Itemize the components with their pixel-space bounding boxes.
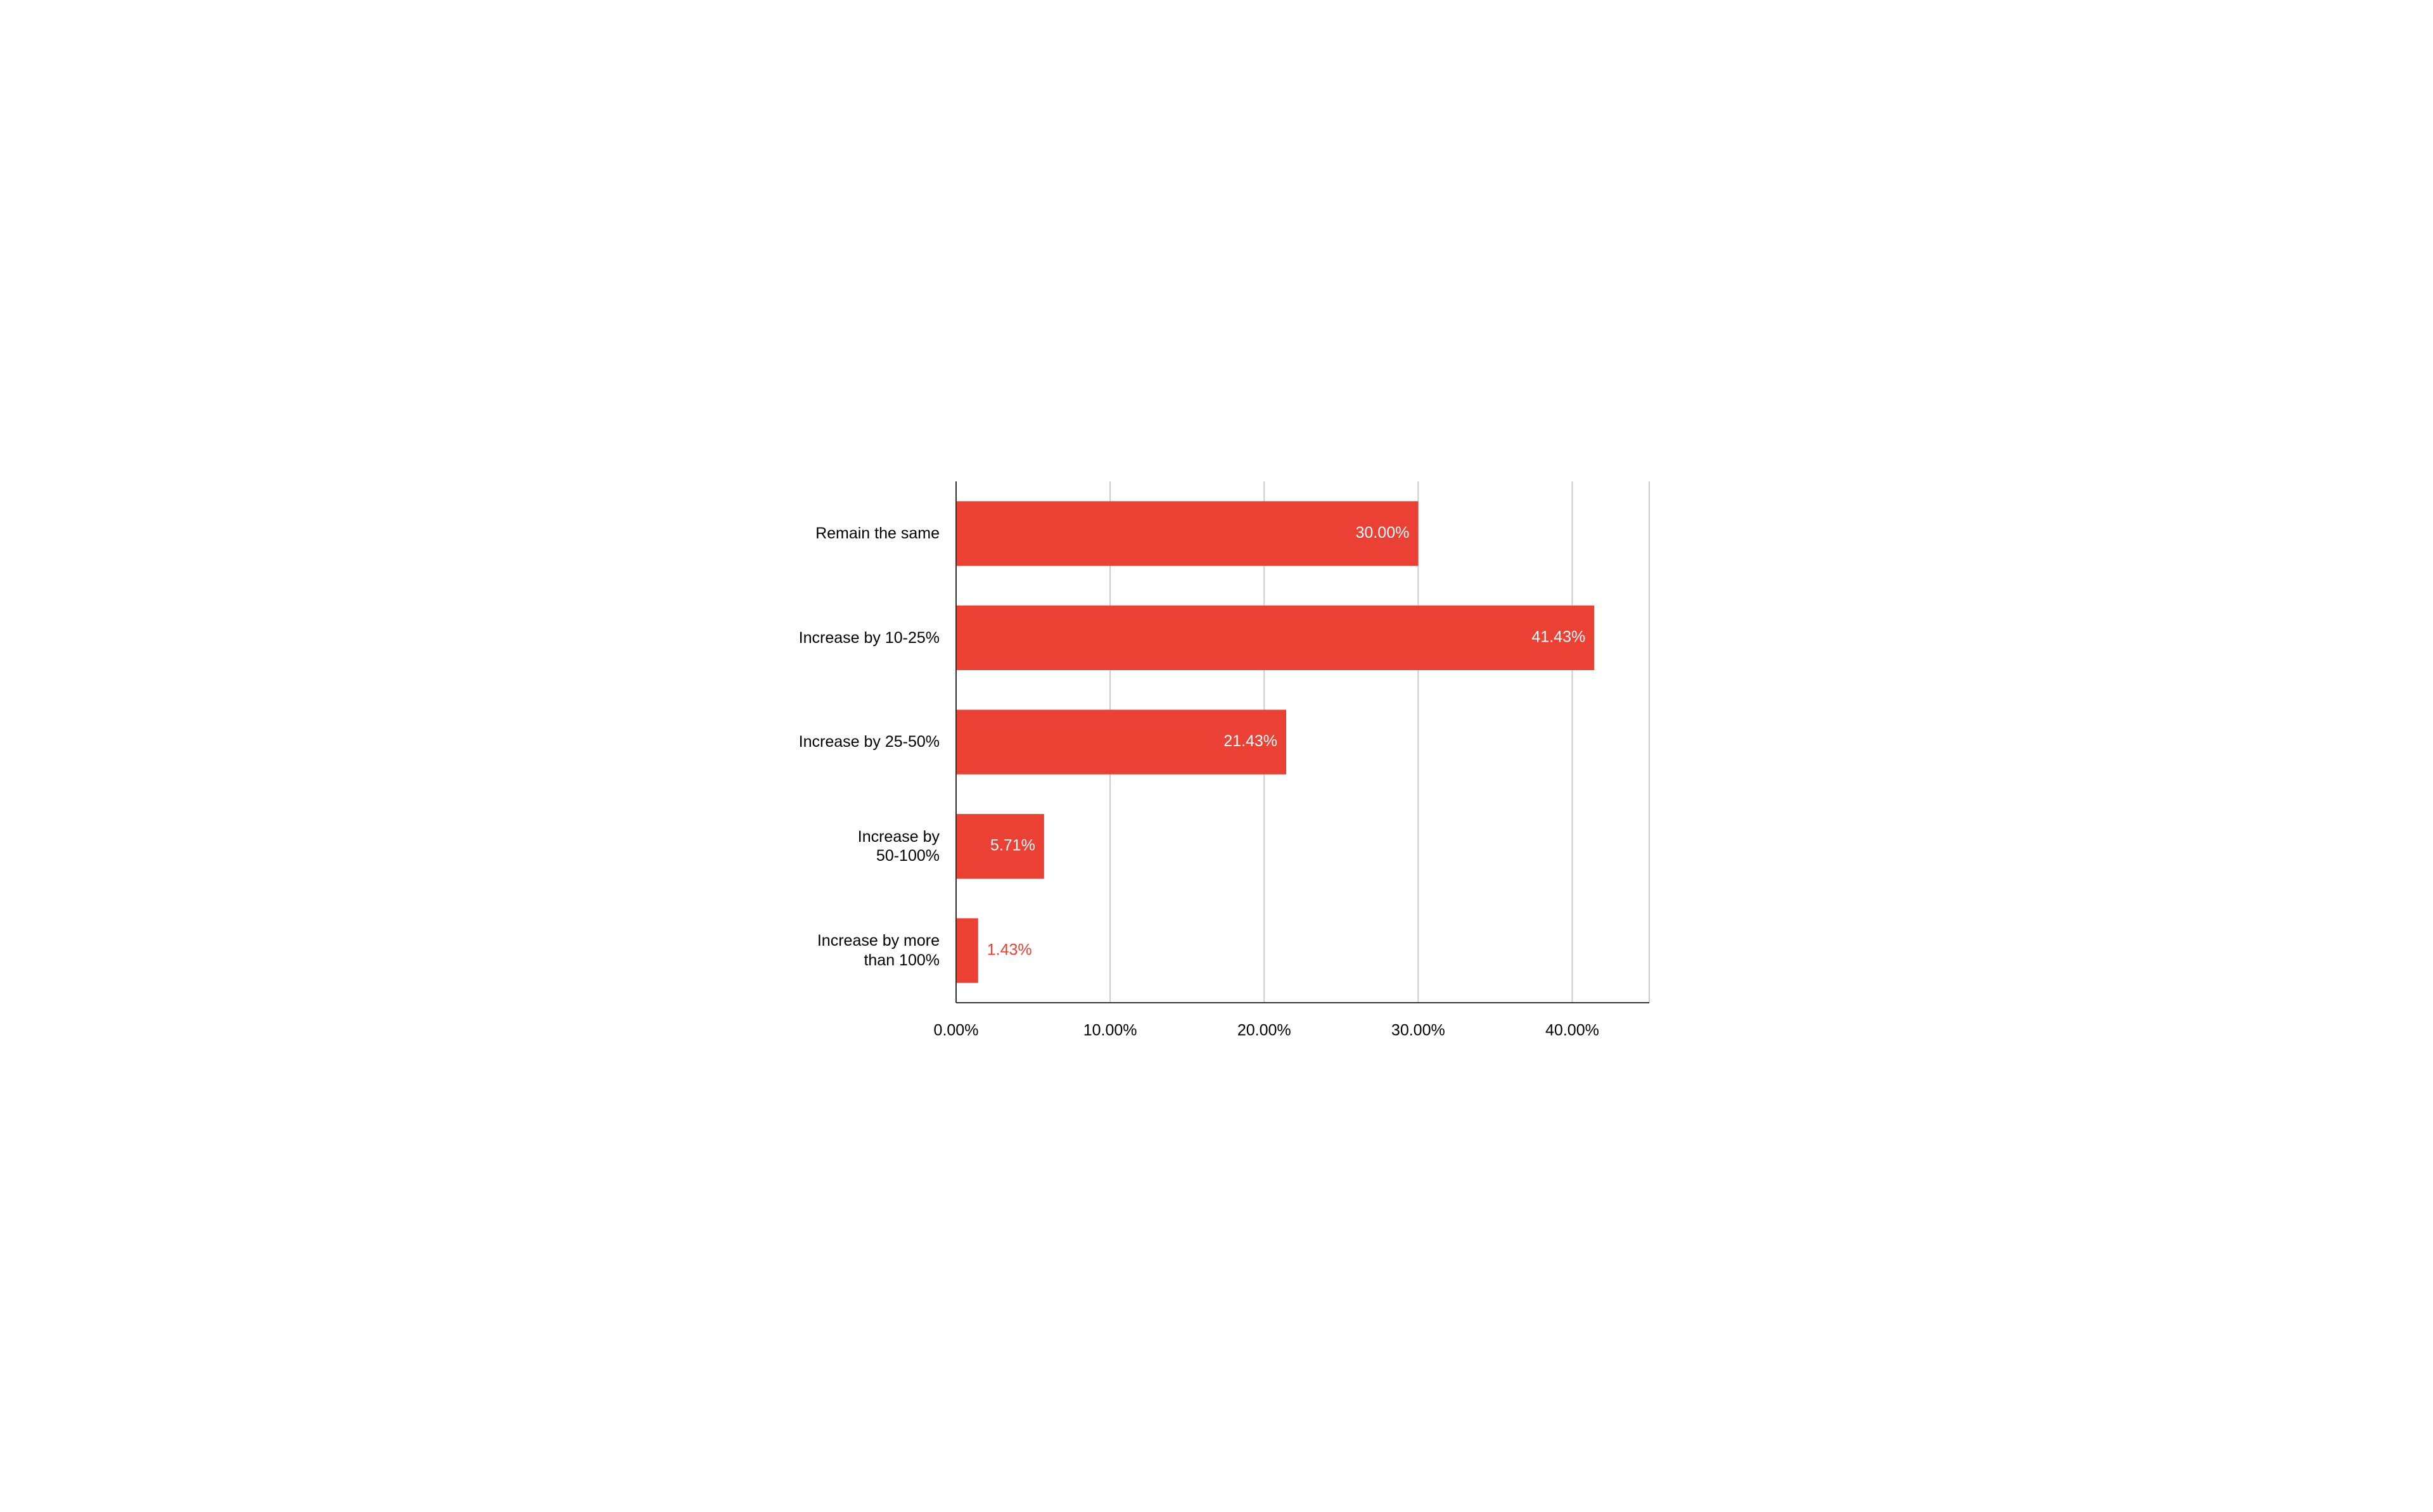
bar — [956, 918, 978, 983]
category-label-wrap: Increase by 25-50% — [760, 690, 943, 794]
x-tick-label: 40.00% — [1545, 1022, 1599, 1039]
category-label-wrap: Increase by 50-100% — [760, 794, 943, 899]
bar-value-label: 41.43% — [1531, 628, 1585, 646]
x-tick-label: 0.00% — [934, 1022, 979, 1039]
category-label: Increase by 50-100% — [760, 794, 943, 899]
x-tick-label: 30.00% — [1391, 1022, 1445, 1039]
bar-value-label: 1.43% — [987, 941, 1032, 958]
category-label: Increase by 25-50% — [760, 690, 943, 794]
bar — [956, 501, 1418, 566]
category-label-wrap: Remain the same — [760, 481, 943, 586]
bar-value-label: 30.00% — [1356, 524, 1410, 542]
horizontal-bar-chart: 30.00% Remain the same 41.43% Increase by 1… — [760, 473, 1673, 1039]
x-tick-label: 10.00% — [1083, 1022, 1137, 1039]
bar-value-label: 5.71% — [990, 837, 1035, 854]
category-label-wrap: Increase by 10-25% — [760, 586, 943, 690]
chart-svg: 30.00% Remain the same 41.43% Increase by 1… — [760, 473, 1673, 1039]
bar-value-label: 21.43% — [1223, 732, 1277, 750]
category-label: Remain the same — [760, 481, 943, 586]
category-label: Increase by 10-25% — [760, 586, 943, 690]
x-tick-label: 20.00% — [1237, 1022, 1291, 1039]
category-label: Increase by more than 100% — [760, 898, 943, 1003]
category-label-wrap: Increase by more than 100% — [760, 898, 943, 1003]
bar — [956, 606, 1594, 670]
